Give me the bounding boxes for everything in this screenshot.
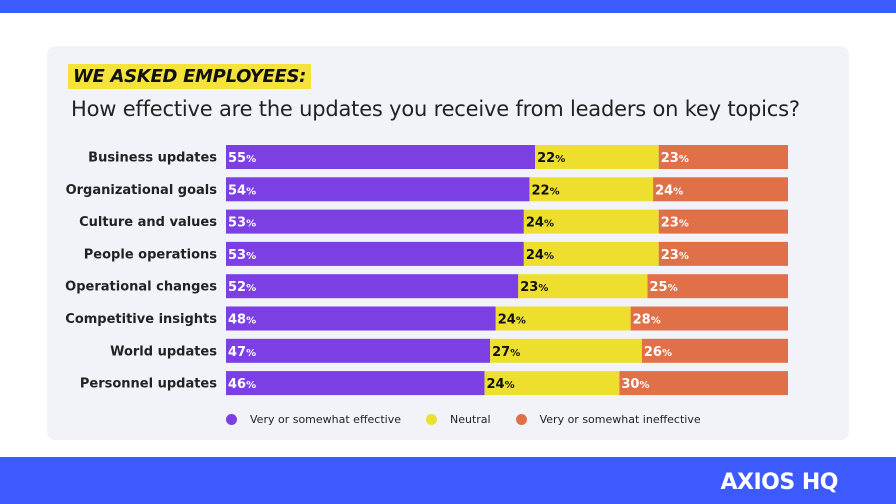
legend-swatch-neutral — [426, 413, 437, 425]
category-label: World updates — [110, 344, 217, 359]
bar-segment-neutral — [495, 306, 631, 331]
eyebrow-label: WE ASKED EMPLOYEES: — [68, 64, 312, 89]
bar-segment-neutral — [484, 371, 620, 396]
bar-segment-effective — [226, 241, 524, 266]
legend-swatch-ineffective — [515, 413, 527, 425]
data-label-effective: 54% — [228, 183, 256, 198]
data-label-ineffective: 30% — [621, 377, 649, 392]
bar-segment-neutral — [523, 241, 659, 266]
data-label-neutral: 23% — [520, 280, 548, 295]
data-label-ineffective: 23% — [661, 248, 689, 263]
data-label-neutral: 22% — [531, 183, 559, 198]
legend-swatch-effective — [226, 413, 237, 425]
category-label: People operations — [84, 247, 217, 262]
bar-segment-effective — [226, 306, 496, 331]
data-label-ineffective: 25% — [650, 280, 678, 295]
data-label-ineffective: 28% — [633, 313, 661, 328]
legend-label-neutral: Neutral — [450, 412, 491, 426]
data-label-neutral: 24% — [526, 216, 554, 231]
bar-segment-neutral — [490, 338, 642, 363]
top-accent-bar — [0, 0, 896, 13]
category-label: Operational changes — [65, 280, 217, 295]
bar-segment-ineffective — [658, 145, 788, 169]
data-label-ineffective: 26% — [644, 345, 672, 360]
bar-segment-ineffective — [641, 338, 788, 363]
data-label-neutral: 24% — [498, 313, 526, 328]
legend-label-effective: Very or somewhat effective — [250, 412, 401, 426]
data-label-effective: 52% — [228, 280, 256, 295]
data-label-effective: 53% — [228, 216, 256, 231]
category-label: Culture and values — [79, 215, 217, 230]
legend-label-ineffective: Very or somewhat ineffective — [539, 412, 701, 426]
legend-item-neutral: Neutral — [426, 413, 491, 426]
data-label-ineffective: 23% — [661, 216, 689, 231]
data-label-effective: 53% — [228, 248, 256, 263]
bar-segment-ineffective — [619, 371, 788, 396]
legend-item-effective: Very or somewhat effective — [226, 413, 401, 426]
category-label: Competitive insights — [65, 312, 217, 327]
bar-segment-ineffective — [647, 274, 788, 299]
data-label-effective: 46% — [228, 377, 256, 392]
category-label: Business updates — [88, 151, 217, 166]
bar-segment-effective — [226, 209, 524, 234]
data-label-effective: 55% — [228, 151, 256, 166]
bar-segment-neutral — [518, 274, 648, 299]
bar-segment-ineffective — [653, 177, 788, 202]
bar-segment-neutral — [529, 177, 654, 202]
bar-segment-effective — [226, 177, 530, 202]
bar-segment-effective — [226, 338, 491, 363]
data-label-neutral: 27% — [492, 345, 520, 360]
data-label-neutral: 24% — [487, 377, 515, 392]
data-label-neutral: 24% — [526, 248, 554, 263]
bottom-brand-bar — [0, 457, 896, 504]
bar-segment-effective — [226, 274, 519, 299]
bar-segment-ineffective — [658, 241, 788, 266]
data-label-effective: 48% — [228, 313, 256, 328]
data-label-neutral: 22% — [537, 151, 565, 166]
chart-title: How effective are the updates you receiv… — [71, 97, 800, 121]
bar-segment-effective — [226, 371, 485, 396]
bar-segment-neutral — [523, 209, 659, 234]
data-label-ineffective: 23% — [661, 151, 689, 166]
bar-segment-effective — [226, 145, 536, 169]
bar-segment-neutral — [535, 145, 659, 169]
category-label: Organizational goals — [66, 183, 218, 198]
bar-segment-ineffective — [658, 209, 788, 234]
chart-legend: Very or somewhat effective Neutral Very … — [226, 410, 726, 428]
bar-segment-ineffective — [630, 306, 788, 331]
legend-item-ineffective: Very or somewhat ineffective — [515, 412, 701, 426]
axios-hq-logo: AXIOS HQ — [720, 470, 839, 495]
data-label-ineffective: 24% — [655, 183, 683, 198]
category-label: Personnel updates — [80, 377, 217, 392]
data-label-effective: 47% — [228, 345, 256, 360]
